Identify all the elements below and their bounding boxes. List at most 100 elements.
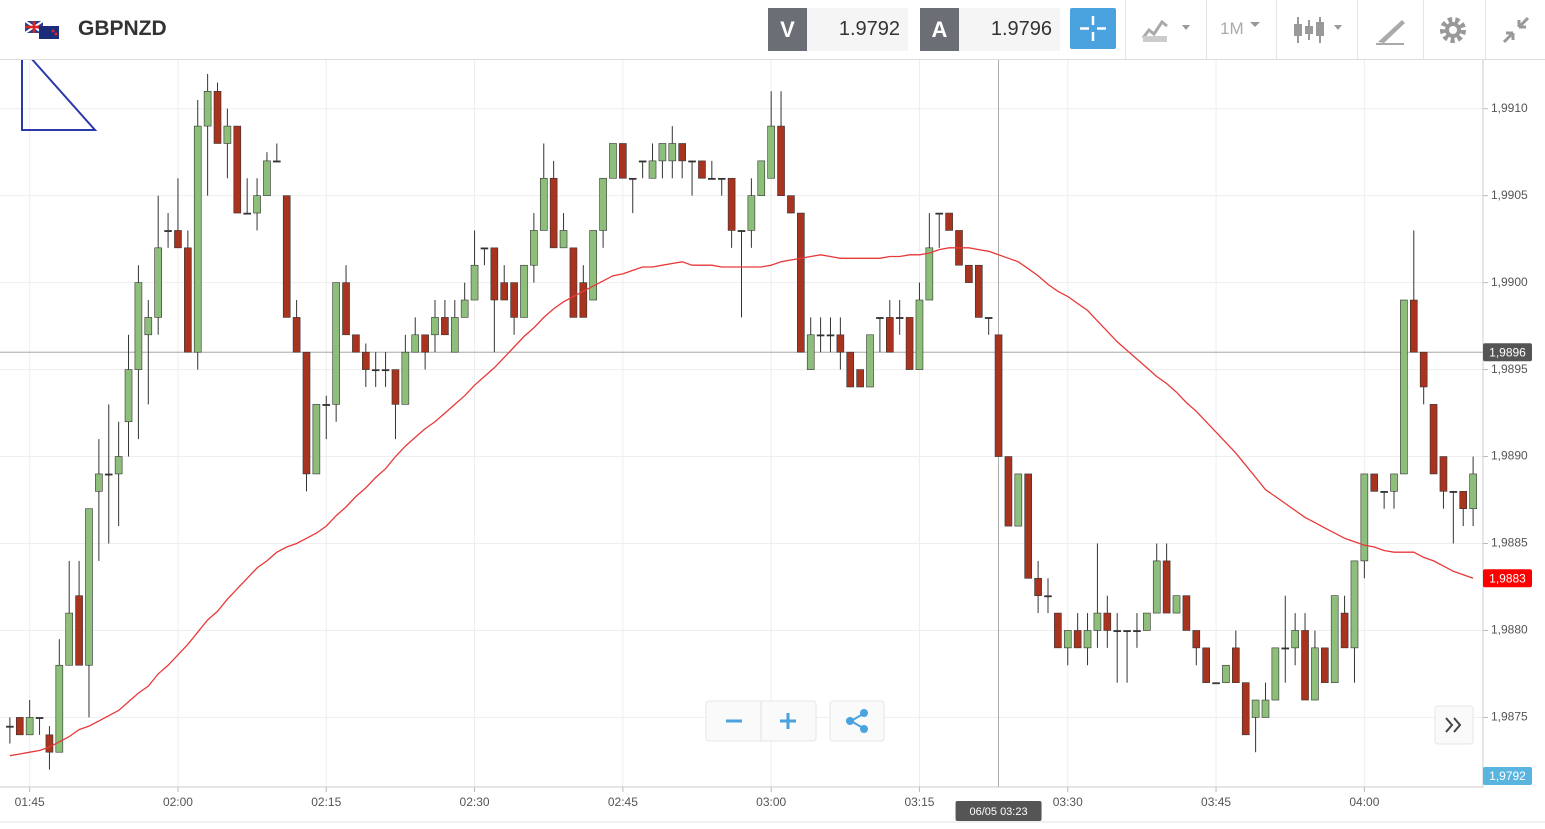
candle-body — [490, 247, 499, 301]
candle-body — [401, 351, 410, 405]
drawing-tools-button[interactable] — [1374, 14, 1408, 46]
candle-body — [450, 317, 459, 353]
sell-price: 1.9792 — [807, 8, 908, 51]
candle-body — [124, 369, 133, 423]
y-tick-label: 1,9890 — [1491, 449, 1528, 463]
buy-button[interactable]: A — [920, 8, 959, 51]
x-tick-label: 02:00 — [163, 795, 193, 809]
candle-body — [846, 351, 855, 388]
candle-body — [1370, 473, 1379, 492]
settings-button[interactable] — [1437, 14, 1469, 46]
candle-body — [273, 160, 281, 163]
buy-price: 1.9796 — [959, 8, 1060, 51]
flag-nz-star — [54, 32, 58, 36]
candle-body — [648, 160, 657, 179]
candle-body — [1241, 682, 1250, 736]
y-tick-label: 1,9900 — [1491, 275, 1528, 289]
candle-body — [678, 143, 686, 162]
share-button[interactable] — [829, 700, 885, 742]
candle-body — [223, 125, 232, 144]
candle-body — [65, 612, 74, 666]
toolbar: GBPNZD V 1.9792 A 1.9796 1M — [0, 0, 1545, 60]
candle-body — [6, 725, 14, 728]
candle-body — [174, 230, 182, 249]
last-price-flag — [1483, 569, 1532, 588]
drawn-triangle — [21, 45, 98, 131]
candle-body — [352, 334, 360, 353]
candle-body — [1202, 647, 1210, 683]
candle-body — [658, 143, 667, 162]
timeframe-button[interactable]: 1M — [1220, 19, 1244, 38]
candle-body — [876, 317, 884, 319]
candle-body — [441, 317, 449, 336]
bid-price-flag-label: 1,9792 — [1489, 769, 1526, 783]
candle-body — [1390, 473, 1398, 492]
candle-body — [104, 473, 113, 476]
candle-body — [638, 160, 647, 163]
scroll-end-button[interactable] — [1434, 705, 1474, 745]
candle-body — [480, 247, 489, 250]
candle-body — [144, 317, 153, 336]
candle-body — [243, 212, 251, 215]
candle-body — [282, 195, 291, 318]
chart-type-button[interactable] — [1140, 14, 1195, 44]
candle-body — [885, 317, 894, 353]
x-tick-label: 03:45 — [1201, 795, 1231, 809]
x-tick-label: 04:00 — [1349, 795, 1379, 809]
sell-button[interactable]: V — [768, 8, 807, 51]
candle-body — [1152, 560, 1161, 614]
candle-body — [994, 334, 1003, 457]
candle-body — [777, 125, 785, 196]
candle-body — [362, 351, 370, 370]
candle-body — [302, 351, 311, 475]
share-icon-dot — [860, 709, 868, 717]
candle-body — [826, 334, 835, 337]
candle-body — [45, 734, 54, 753]
candle-body — [1311, 647, 1319, 701]
candle-body — [500, 282, 509, 301]
candle-body — [1182, 595, 1191, 631]
candle-body — [312, 404, 321, 475]
candle-body — [25, 717, 34, 736]
candle-body — [1192, 630, 1201, 649]
candle-body — [1360, 473, 1369, 562]
candle-body — [134, 282, 143, 370]
crosshair-button[interactable] — [1070, 8, 1116, 49]
y-tick-label: 1,9910 — [1491, 101, 1528, 115]
candle-body — [1083, 630, 1092, 649]
candle-body — [1380, 491, 1388, 493]
candle-body — [1073, 630, 1082, 649]
candle-body — [1330, 595, 1339, 683]
candle-body — [609, 143, 617, 179]
x-tick-label: 03:30 — [1053, 795, 1083, 809]
candle-body — [431, 317, 439, 336]
share-icon-dot — [860, 725, 868, 733]
candle-body — [1222, 664, 1230, 683]
y-tick-label: 1,9895 — [1491, 362, 1528, 376]
candle-body — [332, 282, 340, 405]
x-tick-label: 01:45 — [15, 795, 45, 809]
candle-body — [856, 369, 864, 388]
candle-body — [866, 334, 874, 388]
candle-type-button[interactable] — [1292, 14, 1348, 46]
candle-body — [945, 212, 953, 231]
candle-body — [1103, 612, 1112, 631]
candle-body — [1419, 351, 1428, 388]
candle-body — [1034, 577, 1042, 596]
candle-body — [589, 230, 598, 301]
candle-body — [1251, 699, 1260, 718]
candle-body — [1044, 595, 1052, 598]
candle-body — [757, 160, 766, 196]
candle-body — [974, 264, 983, 318]
candle-body — [75, 595, 83, 666]
separator — [1485, 0, 1486, 59]
last-price-flag-label: 1,9883 — [1489, 571, 1526, 585]
timeframe-caret — [1250, 22, 1260, 27]
candle-body — [797, 212, 805, 353]
candle-body — [816, 334, 825, 337]
bid-price-flag — [1483, 767, 1532, 785]
collapse-button[interactable] — [1500, 14, 1532, 46]
y-tick-label: 1,9880 — [1491, 623, 1528, 637]
crosshair-price-flag-label: 1,9896 — [1489, 345, 1526, 359]
candle-body — [698, 160, 706, 179]
